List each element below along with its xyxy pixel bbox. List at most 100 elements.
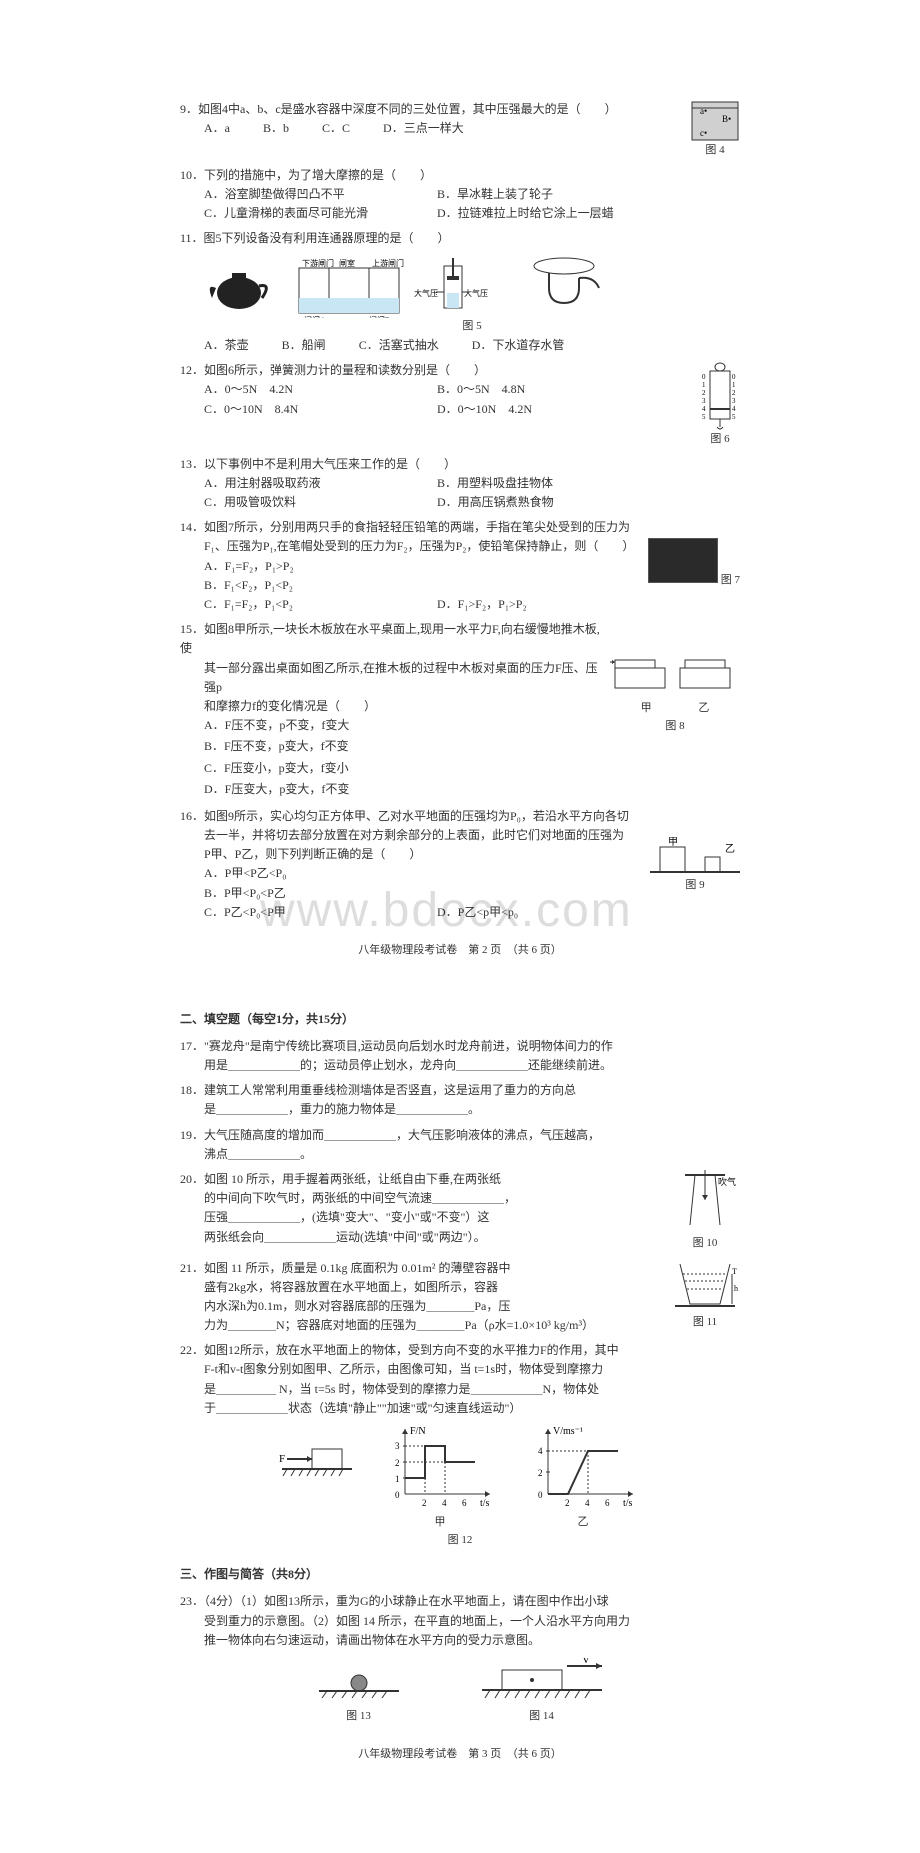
question-11: 11．图5下列设备没有利用连通器原理的是（ ） 下游闸门 闸室 上游闸门 闸门A… — [180, 229, 740, 355]
q16-optD: D．P乙<p甲<p₀ — [437, 903, 637, 922]
q15-optC: C．F压变小，p变大，f变小 — [204, 759, 740, 778]
q13-optA: A．用注射器吸取药液 — [204, 474, 404, 493]
q18-1: 18．建筑工人常常利用重垂线检测墙体是否竖直，这是运用了重力的方向总 — [180, 1081, 740, 1100]
q12-optC: C．0～10N 8.4N — [204, 400, 404, 419]
svg-text:0: 0 — [732, 373, 736, 381]
figure-11: T h 图 11 — [670, 1259, 740, 1332]
svg-text:F: F — [279, 1453, 285, 1465]
q13-optC: C．用吸管吸饮料 — [204, 493, 404, 512]
question-18: 18．建筑工人常常利用重垂线检测墙体是否竖直，这是运用了重力的方向总 是＿＿＿＿… — [180, 1081, 740, 1119]
figure-5-row: 下游闸门 闸室 上游闸门 闸门A 闸门B 大气压 大气压 图 5 — [180, 248, 740, 336]
q15-optD: D．F压变大，p变大，f不变 — [204, 780, 740, 799]
fig6-svg: 00 11 22 33 44 55 — [700, 361, 740, 431]
q12-stem: 12．如图6所示，弹簧测力计的量程和读数分别是（ ） — [180, 361, 740, 380]
q20-3: 压强＿＿＿＿＿＿，(选填"变大"、"变小"或"不变"）这 — [180, 1208, 740, 1227]
fig5-t3: 上游闸门 — [372, 258, 404, 268]
svg-text:2: 2 — [422, 1498, 427, 1508]
question-22: 22．如图12所示，放在水平地面上的物体，受到方向不变的水平推力F的作用，其中 … — [180, 1341, 740, 1549]
q14-optB: B．F₁<F₂，P₁<P₂ — [204, 576, 404, 595]
figure-8: 甲 乙 图 8 — [610, 650, 740, 735]
svg-text:5: 5 — [702, 413, 706, 421]
q23-2: 受到重力的示意图。（2）如图 14 所示，在平直的地面上，一个人沿水平方向用力 — [180, 1612, 740, 1631]
q12-optB: B．0～5N 4.8N — [437, 380, 637, 399]
q10-stem: 10．下列的措施中，为了增大摩擦的是（ ） — [180, 166, 740, 185]
svg-text:t/s: t/s — [623, 1498, 633, 1509]
fig8-yi: 乙 — [676, 700, 731, 718]
q12-optD: D．0～10N 4.2N — [437, 400, 637, 419]
fig5-t6: 大气压 — [414, 288, 438, 298]
page-2: a• B• c• 图 4 9．如图4中a、b、c是盛水容器中深度不同的三处位置，… — [180, 100, 740, 960]
fig12-label: 图 12 — [180, 1532, 740, 1550]
q14-optC: C．F₁=F₂，P₁<P₂ — [204, 595, 404, 614]
question-10: 10．下列的措施中，为了增大摩擦的是（ ） A．浴室脚垫做得凹凸不平 B．旱冰鞋… — [180, 166, 740, 224]
q22-4: 于＿＿＿＿＿＿状态（选填"静止""加速"或"匀速直线运动"） — [180, 1399, 740, 1418]
q17-2: 用是＿＿＿＿＿＿的；运动员停止划水，龙舟向＿＿＿＿＿＿还能继续前进。 — [180, 1056, 740, 1075]
question-20: 吹气 图 10 20．如图 10 所示，用手握着两张纸，让纸自由下垂,在两张纸 … — [180, 1170, 740, 1253]
page-3: 二、填空题（每空1分，共15分） 17．"赛龙舟"是南宁传统比赛项目,运动员向后… — [180, 1010, 740, 1764]
fig5-t5: 闸门B — [369, 315, 390, 318]
q23-1: 23．（4分）（1）如图13所示，重为G的小球静止在水平地面上，请在图中作出小球 — [180, 1592, 740, 1611]
q9-optC: C．C — [322, 119, 350, 138]
q10-optB: B．旱冰鞋上装了轮子 — [437, 185, 637, 204]
q21-4: 力为＿＿＿＿N；容器底对地面的压强为＿＿＿＿Pa（ρ水=1.0×10³ kg/m… — [180, 1316, 740, 1335]
q9-optD: D．三点一样大 — [383, 119, 464, 138]
q23-3: 推一物体向右匀速运动，请画出物体在水平方向的受力示意图。 — [180, 1631, 740, 1650]
svg-text:4: 4 — [538, 1446, 543, 1456]
q16-optB: B．P甲<P₀<P乙 — [204, 884, 404, 903]
q9-options: A．a B．b C．C D．三点一样大 — [180, 119, 740, 138]
fig12-graph-vt: V/ms⁻¹ t/s 4 2 0 2 4 6 乙 — [523, 1424, 643, 1532]
fig4-svg: a• B• c• — [690, 100, 740, 142]
fig11-svg: T h — [670, 1259, 740, 1314]
fig10-svg: 吹气 — [670, 1170, 740, 1235]
q13-optD: D．用高压锅煮熟食物 — [437, 493, 637, 512]
svg-text:t/s: t/s — [480, 1498, 490, 1509]
q9-optB: B．b — [263, 119, 289, 138]
svg-text:2: 2 — [565, 1498, 570, 1508]
q9-optA: A．a — [204, 119, 230, 138]
question-23: 23．（4分）（1）如图13所示，重为G的小球静止在水平地面上，请在图中作出小球… — [180, 1592, 740, 1725]
q13-optB: B．用塑料吸盘挂物体 — [437, 474, 637, 493]
fig7-label: 图 7 — [721, 574, 740, 586]
figure-10: 吹气 图 10 — [670, 1170, 740, 1253]
page2-footer: 八年级物理段考试卷 第 2 页 （共 6 页） — [180, 942, 740, 960]
q22-1: 22．如图12所示，放在水平地面上的物体，受到方向不变的水平推力F的作用，其中 — [180, 1341, 740, 1360]
q16-optC: C．P乙<P₀<P甲 — [204, 903, 404, 922]
figure-7: 图 7 — [648, 538, 740, 590]
svg-text:h: h — [734, 1284, 738, 1293]
svg-text:1: 1 — [732, 381, 736, 389]
fig4-label: 图 4 — [690, 142, 740, 160]
q22-3: 是＿＿＿＿＿ N，当 t=5s 时，物体受到的摩擦力是＿＿＿＿＿＿N，物体处 — [180, 1380, 740, 1399]
question-17: 17．"赛龙舟"是南宁传统比赛项目,运动员向后划水时龙舟前进，说明物体间力的作 … — [180, 1037, 740, 1075]
figure-6: 00 11 22 33 44 55 图 6 — [700, 361, 740, 449]
q20-4: 两张纸会向＿＿＿＿＿＿运动(选填"中间"或"两边"）。 — [180, 1228, 740, 1247]
q14-stem: 14．如图7所示，分别用两只手的食指轻轻压铅笔的两端，手指在笔尖处受到的压力为 — [180, 518, 740, 537]
svg-text:1: 1 — [395, 1474, 400, 1484]
svg-text:2: 2 — [395, 1458, 400, 1468]
fig5-svg: 下游闸门 闸室 上游闸门 闸门A 闸门B 大气压 大气压 — [204, 248, 624, 318]
svg-text:2: 2 — [732, 389, 736, 397]
figure-4: a• B• c• 图 4 — [690, 100, 740, 160]
svg-text:0: 0 — [538, 1490, 543, 1500]
figure-12: F F/N t/s — [180, 1424, 740, 1549]
svg-text:5: 5 — [732, 413, 736, 421]
fig12-yi: 乙 — [523, 1514, 643, 1532]
svg-text:4: 4 — [585, 1498, 590, 1508]
question-19: 19．大气压随高度的增加而＿＿＿＿＿＿，大气压影响液体的沸点，气压越高， 沸点＿… — [180, 1126, 740, 1164]
q12-optA: A．0～5N 4.2N — [204, 380, 404, 399]
svg-text:2: 2 — [538, 1468, 543, 1478]
svg-text:1: 1 — [702, 381, 706, 389]
question-16: 甲 乙 图 9 16．如图9所示，实心均匀正方体甲、乙对水平地面的压强均为P₀，… — [180, 807, 740, 922]
q11-optB: B．船闸 — [282, 336, 326, 355]
fig12-jia: 甲 — [380, 1514, 500, 1532]
q17-1: 17．"赛龙舟"是南宁传统比赛项目,运动员向后划水时龙舟前进，说明物体间力的作 — [180, 1037, 740, 1056]
q11-optC: C．活塞式抽水 — [359, 336, 439, 355]
page3-footer: 八年级物理段考试卷 第 3 页 （共 6 页） — [180, 1746, 740, 1764]
svg-text:c•: c• — [700, 128, 707, 138]
svg-text:F/N: F/N — [410, 1426, 426, 1437]
q21-2: 盛有2kg水，将容器放置在水平地面上，如图所示，容器 — [180, 1278, 740, 1297]
section-2-title: 二、填空题（每空1分，共15分） — [180, 1010, 740, 1029]
q14-optA: A．F₁=F₂，P₁>P₂ — [204, 557, 404, 576]
section-3-title: 三、作图与简答（共8分） — [180, 1565, 740, 1584]
q10-options: A．浴室脚垫做得凹凸不平 B．旱冰鞋上装了轮子 C．儿童滑梯的表面尽可能光滑 D… — [180, 185, 740, 223]
svg-text:甲: 甲 — [668, 837, 678, 848]
